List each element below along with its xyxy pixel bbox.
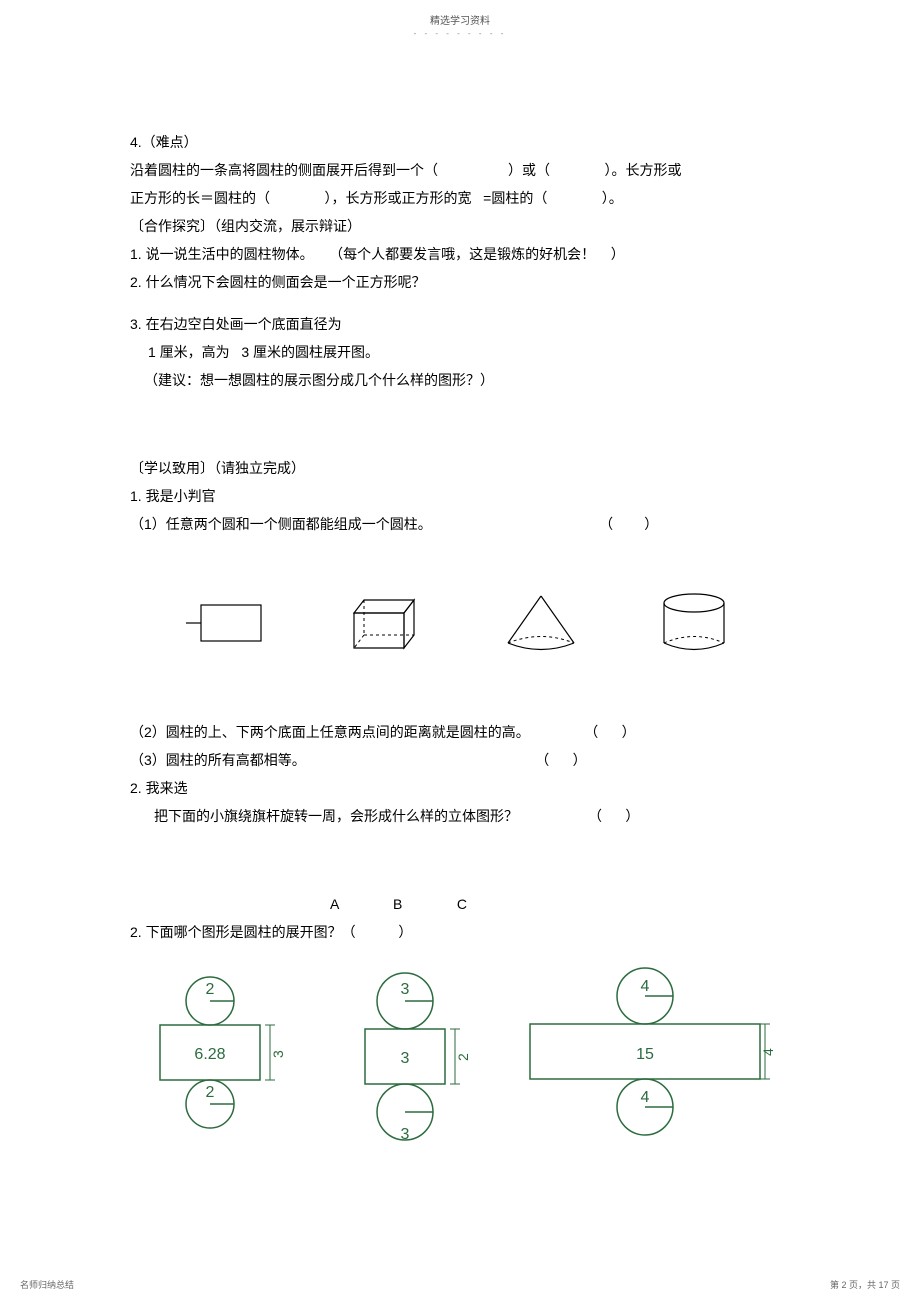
label: 2 <box>206 1084 215 1101</box>
text: 沿着圆柱的一条高将圆柱的侧面展开后得到一个（ <box>130 162 438 178</box>
coop-3c: （建议：想一想圆柱的展示图分成几个什么样的图形？） <box>130 366 790 394</box>
text: （3）圆柱的所有高都相等。 <box>130 752 306 768</box>
text: ） <box>398 924 412 940</box>
q4-line1: 沿着圆柱的一条高将圆柱的侧面展开后得到一个（ ）或（ ）。长方形或 <box>130 156 790 184</box>
coop-title: 〔合作探究〕（组内交流，展示辩证） <box>130 212 790 240</box>
paren-open: （ <box>535 752 549 768</box>
select-q: 把下面的小旗绕旗杆旋转一周，会形成什么样的立体图形？ （ ） <box>130 802 790 830</box>
paren-close: ） <box>573 752 587 768</box>
apply-title: 〔学以致用〕（请独立完成） <box>130 454 790 482</box>
q4-title: 4.（难点） <box>130 128 790 156</box>
unfold-b: 3 3 2 3 <box>335 966 485 1185</box>
document-content: 4.（难点） 沿着圆柱的一条高将圆柱的侧面展开后得到一个（ ）或（ ）。长方形或… <box>0 38 920 1185</box>
label: 3 <box>270 1050 286 1058</box>
label: 3 <box>401 981 410 998</box>
judge-title: 1. 我是小判官 <box>130 482 790 510</box>
label: 3 <box>401 1050 410 1067</box>
text: （2）圆柱的上、下两个底面上任意两点间的距离就是圆柱的高。 <box>130 724 530 740</box>
text: 正方形的长＝圆柱的（ <box>130 190 270 206</box>
opt-c: C <box>457 896 467 912</box>
coop-3: 3. 在右边空白处画一个底面直径为 <box>130 310 790 338</box>
unfold-row: 2 6.28 3 2 3 3 <box>130 966 790 1185</box>
label: 2 <box>206 981 215 998</box>
text: 1. 说一说生活中的圆柱物体。 <box>130 246 314 262</box>
judge-3: （3）圆柱的所有高都相等。 （ ） <box>130 746 790 774</box>
paren-close: ） <box>644 516 658 532</box>
text: ）。长方形或 <box>604 162 681 178</box>
q2-unfold: 2. 下面哪个图形是圆柱的展开图？（ ） <box>130 918 790 946</box>
opt-b: B <box>393 896 402 912</box>
text: ）。 <box>602 190 623 206</box>
unfold-c: 4 15 4 4 <box>515 966 775 1185</box>
header-title: 精选学习资料 <box>0 0 920 27</box>
text: ） <box>611 246 625 262</box>
text: =圆柱的（ <box>483 190 547 206</box>
options-abc: A B C <box>130 890 790 918</box>
paren-close: ） <box>622 724 636 740</box>
label: 2 <box>455 1053 471 1061</box>
opt-a: A <box>330 896 339 912</box>
label: 3 <box>401 1126 410 1143</box>
coop-1: 1. 说一说生活中的圆柱物体。 （每个人都要发言哦，这是锻炼的好机会！ ） <box>130 240 790 268</box>
text: （1）任意两个圆和一个侧面都能组成一个圆柱。 <box>130 516 432 532</box>
label: 15 <box>636 1046 654 1063</box>
judge-1: （1）任意两个圆和一个侧面都能组成一个圆柱。 （ ） <box>130 510 790 538</box>
figures-row <box>150 588 770 658</box>
paren-open: （ <box>588 808 602 824</box>
coop-3b: 1 厘米，高为 3 厘米的圆柱展开图。 <box>130 338 790 366</box>
text: ），长方形或正方形的宽 <box>324 190 471 206</box>
judge-2: （2）圆柱的上、下两个底面上任意两点间的距离就是圆柱的高。 （ ） <box>130 718 790 746</box>
select-title: 2. 我来选 <box>130 774 790 802</box>
label: 4 <box>641 978 650 995</box>
footer-right: 第 2 页，共 17 页 <box>830 1278 900 1291</box>
shape-cylinder <box>649 588 739 658</box>
text: 2. 下面哪个图形是圆柱的展开图？（ <box>130 924 356 940</box>
unfold-a: 2 6.28 3 2 <box>145 966 305 1175</box>
shape-cuboid <box>334 588 434 658</box>
shape-cone <box>496 588 586 658</box>
label: 4 <box>760 1048 775 1056</box>
label: 6.28 <box>194 1046 225 1063</box>
q4-line2: 正方形的长＝圆柱的（ ），长方形或正方形的宽 =圆柱的（ ）。 <box>130 184 790 212</box>
header-dots: - - - - - - - - - <box>0 29 920 38</box>
text: （每个人都要发言哦，这是锻炼的好机会！ <box>329 246 595 262</box>
coop-2: 2. 什么情况下会圆柱的侧面会是一个正方形呢？ <box>130 268 790 296</box>
text: 把下面的小旗绕旗杆旋转一周，会形成什么样的立体图形？ <box>154 808 518 824</box>
shape-rect-l <box>181 593 271 653</box>
paren-close: ） <box>625 808 639 824</box>
text: ）或（ <box>508 162 550 178</box>
label: 4 <box>641 1089 650 1106</box>
footer-left: 名师归纳总结 <box>20 1278 74 1291</box>
paren-open: （ <box>599 516 613 532</box>
paren-open: （ <box>584 724 598 740</box>
